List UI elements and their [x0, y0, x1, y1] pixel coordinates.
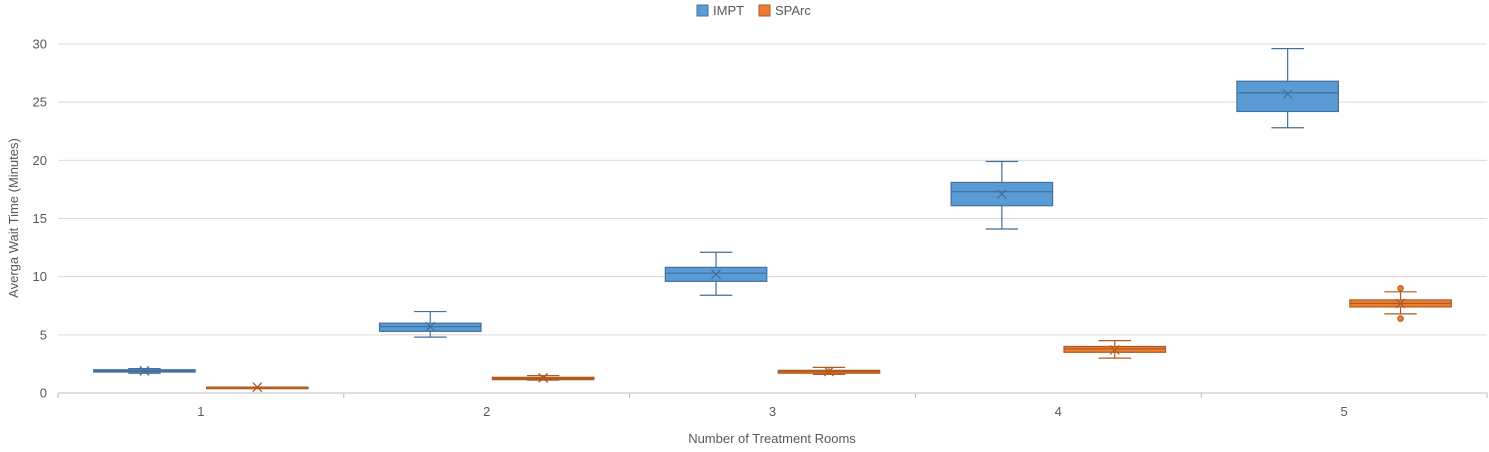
mean-marker [1109, 344, 1120, 355]
y-tick-label: 25 [33, 95, 47, 110]
x-tick-label: 3 [769, 404, 776, 419]
mean-marker [996, 189, 1007, 200]
legend-swatch-sparc [758, 4, 771, 17]
legend-label-impt: IMPT [713, 3, 744, 18]
sparc-box-4 [1063, 340, 1167, 359]
mean-marker [139, 365, 150, 376]
sparc-box-5 [1349, 285, 1452, 322]
mean-marker [252, 382, 263, 393]
sparc-box-3 [777, 366, 881, 377]
sparc-box-1 [206, 382, 309, 393]
x-tick-label: 2 [483, 404, 490, 419]
y-tick-label: 30 [33, 37, 47, 52]
legend: IMPT SPArc [696, 3, 811, 18]
mean-marker [538, 372, 549, 383]
outlier-point [1397, 315, 1404, 322]
y-tick-label: 5 [40, 327, 47, 342]
y-tick-label: 15 [33, 211, 47, 226]
x-tick-label: 5 [1340, 404, 1347, 419]
boxes [93, 48, 1452, 393]
iqr-box [1236, 80, 1339, 113]
impt-box-1 [93, 365, 196, 376]
y-tick-label: 10 [33, 269, 47, 284]
gridlines [58, 43, 1487, 336]
x-tick-label: 4 [1055, 404, 1062, 419]
mean-marker [425, 321, 436, 332]
axes: 0 5 10 15 20 25 30 1 2 3 4 5 [33, 37, 1488, 419]
outlier-point [1397, 285, 1404, 292]
y-tick-label: 20 [33, 153, 47, 168]
legend-label-sparc: SPArc [775, 3, 811, 18]
x-tick-label: 1 [197, 404, 204, 419]
y-axis-title: Averga Wait Time (Minutes) [6, 138, 21, 298]
x-axis-title: Number of Treatment Rooms [688, 431, 856, 446]
mean-marker [823, 366, 834, 377]
mean-marker [711, 269, 722, 280]
mean-marker [1282, 89, 1293, 99]
impt-box-3 [664, 251, 768, 296]
mean-marker [1395, 298, 1406, 309]
y-tick-label: 0 [40, 386, 47, 401]
sparc-box-2 [491, 372, 595, 383]
impt-box-4 [950, 160, 1054, 230]
impt-box-2 [378, 310, 482, 338]
impt-box-5 [1236, 48, 1339, 129]
legend-swatch-impt [696, 4, 709, 17]
